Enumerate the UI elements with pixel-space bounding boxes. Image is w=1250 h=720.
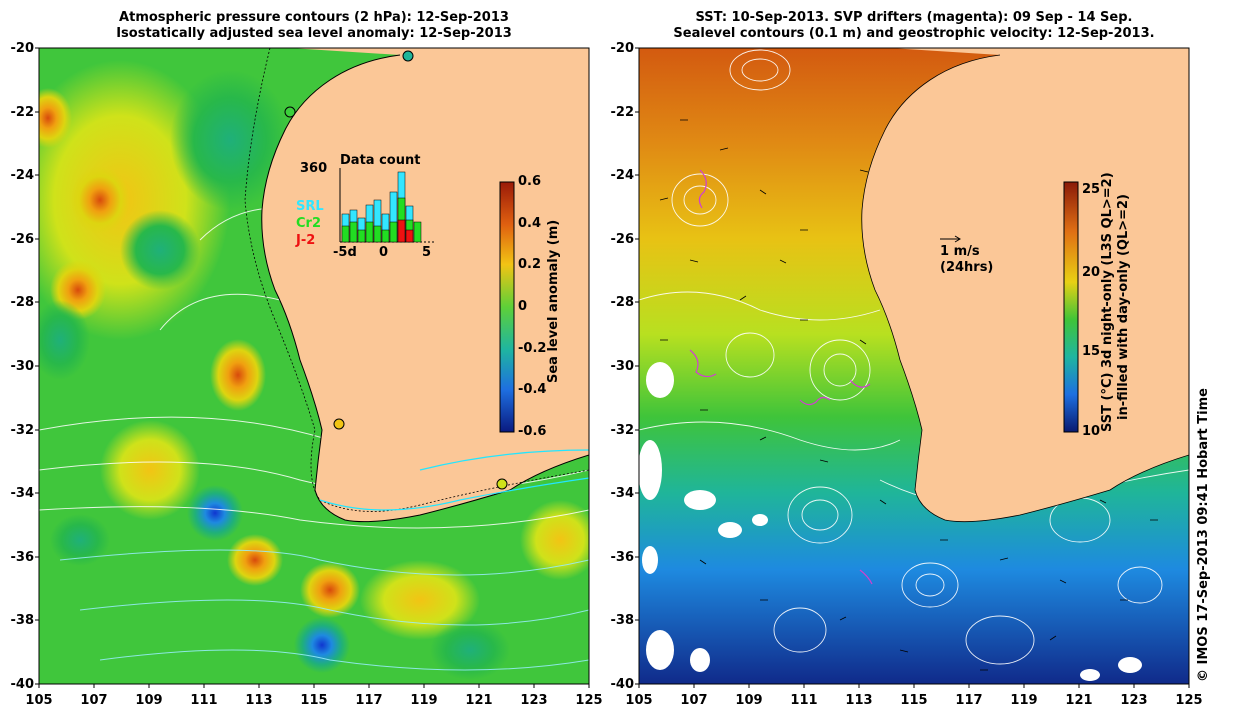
- lon-tick-label: 109: [135, 693, 163, 708]
- histogram-title: Data count: [340, 153, 421, 168]
- lat-tick-label: -24: [10, 168, 35, 183]
- sst-colorbar-tick: 25: [1082, 182, 1101, 197]
- lat-tick-label: -30: [610, 359, 635, 374]
- velocity-scale-arrow: [940, 235, 961, 243]
- data-count-histogram: [339, 168, 435, 243]
- lon-tick-label: 125: [575, 693, 603, 708]
- left-coastline: [261, 48, 589, 523]
- lat-tick-label: -20: [610, 41, 635, 56]
- right-coastline: [861, 48, 1189, 523]
- sst-colorbar: [1063, 181, 1079, 433]
- right-land: [861, 48, 1189, 522]
- legend-srl: SRL: [296, 199, 324, 214]
- lat-tick-label: -36: [10, 550, 35, 565]
- lon-tick-label: 121: [465, 693, 493, 708]
- anomaly-low: [187, 485, 243, 541]
- lat-tick-label: -22: [610, 105, 635, 120]
- tick-marks: [35, 47, 1190, 688]
- lon-tick-label: 123: [1120, 693, 1148, 708]
- lat-tick-label: -32: [10, 423, 35, 438]
- lat-tick-label: -38: [10, 613, 35, 628]
- histogram-x-tick: 0: [379, 245, 389, 260]
- sla-colorbar-label: Sea level anomaly (m): [546, 219, 561, 383]
- sla-colorbar-tick: -0.4: [518, 382, 547, 397]
- lon-tick-label: 117: [955, 693, 983, 708]
- anomaly-high: [210, 339, 266, 411]
- sst-colorbar-tick: 15: [1082, 344, 1101, 359]
- histogram-max-label: 360: [300, 161, 328, 176]
- sla-colorbar: [499, 181, 515, 433]
- legend-cr2: Cr2: [296, 216, 321, 231]
- lat-tick-label: -32: [610, 423, 635, 438]
- lat-tick-label: -38: [610, 613, 635, 628]
- lon-tick-label: 107: [680, 693, 708, 708]
- lon-tick-label: 111: [190, 693, 218, 708]
- lat-tick-label: -40: [10, 677, 35, 692]
- sla-colorbar-tick: 0.4: [518, 216, 542, 231]
- lon-tick-label: 113: [245, 693, 273, 708]
- lon-tick-label: 109: [735, 693, 763, 708]
- lon-tick-label: 117: [355, 693, 383, 708]
- lon-tick-label: 119: [410, 693, 438, 708]
- histogram-x-tick: -5d: [333, 245, 357, 260]
- lat-tick-label: -36: [610, 550, 635, 565]
- lon-tick-label: 119: [1010, 693, 1038, 708]
- lon-tick-label: 113: [845, 693, 873, 708]
- sst-colorbar-tick: 20: [1082, 265, 1101, 280]
- cloud-mask: [639, 362, 1142, 681]
- lon-tick-label: 107: [80, 693, 108, 708]
- left-title-line2: Isostatically adjusted sea level anomaly…: [116, 26, 512, 41]
- lat-tick-label: -30: [10, 359, 35, 374]
- anomaly-low: [294, 617, 350, 673]
- lon-tick-label: 105: [625, 693, 653, 708]
- sst-colorbar-tick: 10: [1082, 424, 1101, 439]
- sla-colorbar-tick: -0.6: [518, 424, 547, 439]
- lat-tick-label: -28: [10, 295, 35, 310]
- lat-tick-label: -26: [610, 232, 635, 247]
- sst-colorbar-label-line2: in-filled with day-only (QL>=2): [1116, 193, 1131, 420]
- sla-colorbar-tick: 0.2: [518, 257, 542, 272]
- lat-tick-label: -40: [610, 677, 635, 692]
- lat-tick-label: -22: [10, 105, 35, 120]
- anomaly-high: [70, 166, 130, 234]
- right-title-line2: Sealevel contours (0.1 m) and geostrophi…: [673, 26, 1155, 41]
- lon-tick-label: 121: [1065, 693, 1093, 708]
- lat-tick-label: -34: [10, 486, 35, 501]
- lon-tick-label: 115: [900, 693, 928, 708]
- lat-tick-label: -34: [610, 486, 635, 501]
- right-map: [639, 48, 1189, 684]
- lat-tick-label: -20: [10, 41, 35, 56]
- lon-tick-label: 111: [790, 693, 818, 708]
- lon-tick-label: 125: [1175, 693, 1203, 708]
- right-title-line1: SST: 10-Sep-2013. SVP drifters (magenta)…: [695, 10, 1133, 25]
- lon-tick-label: 123: [520, 693, 548, 708]
- velocity-scale-label: 1 m/s: [940, 244, 980, 259]
- lat-tick-label: -26: [10, 232, 35, 247]
- sst-colorbar-label-line1: SST (°C) 3d night-only (L3S QL>=2): [1100, 172, 1115, 432]
- lon-tick-label: 105: [25, 693, 53, 708]
- lon-tick-label: 115: [300, 693, 328, 708]
- lat-tick-label: -28: [610, 295, 635, 310]
- svp-drifter-tracks: [689, 169, 873, 585]
- legend-j2: J-2: [296, 233, 316, 248]
- histogram-x-tick: 5: [422, 245, 432, 260]
- lat-tick-label: -24: [610, 168, 635, 183]
- velocity-scale-note: (24hrs): [940, 260, 994, 275]
- sla-colorbar-tick: 0.6: [518, 174, 542, 189]
- left-title-line1: Atmospheric pressure contours (2 hPa): 1…: [119, 10, 509, 25]
- sla-colorbar-tick: -0.2: [518, 341, 547, 356]
- imos-credit: © IMOS 17-Sep-2013 09:41 Hobart Time: [1196, 388, 1211, 682]
- sla-colorbar-tick: 0: [518, 299, 528, 314]
